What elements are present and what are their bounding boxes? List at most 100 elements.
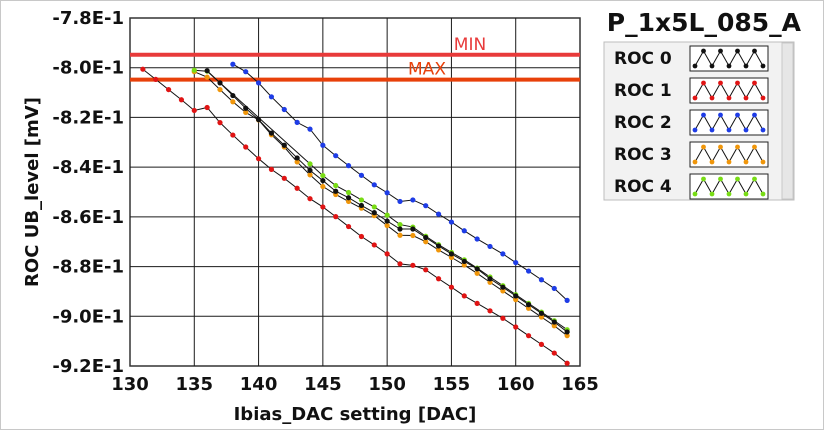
data-point — [513, 293, 519, 299]
data-point — [255, 117, 262, 123]
data-point — [551, 285, 557, 292]
data-point — [320, 172, 326, 179]
data-point — [487, 276, 493, 282]
data-point — [255, 80, 262, 86]
y-axis: -7.8E-1 -8.0E-1 -8.2E-1 -8.4E-1 -8.6E-1 -8.8E… — [52, 8, 124, 377]
data-point — [423, 239, 429, 245]
legend-marker — [718, 144, 723, 150]
data-point — [525, 302, 532, 308]
data-point — [320, 204, 326, 210]
data-point — [448, 251, 455, 257]
data-point — [217, 86, 223, 93]
data-point — [281, 175, 287, 181]
data-point — [474, 266, 480, 272]
data-point — [165, 86, 172, 93]
legend-item-roc-1: ROC 1 — [614, 77, 769, 104]
legend-marker — [752, 176, 757, 182]
legend-marker — [709, 159, 715, 165]
data-point — [358, 197, 365, 203]
legend-marker — [760, 95, 766, 101]
chart-title: P_1x5L_085_A — [607, 8, 802, 37]
data-point — [333, 214, 339, 220]
x-tick-label: 165 — [561, 374, 599, 395]
legend-marker — [760, 63, 766, 69]
legend-label: ROC 4 — [614, 177, 672, 197]
data-point — [500, 284, 506, 290]
data-point — [307, 172, 313, 178]
data-point — [204, 74, 210, 80]
data-point — [217, 80, 223, 86]
x-tick-label: 140 — [240, 374, 278, 395]
legend-marker — [692, 95, 698, 101]
data-point — [513, 297, 519, 303]
data-point — [538, 341, 545, 347]
data-point — [371, 182, 377, 188]
legend-marker — [726, 159, 732, 165]
data-point — [564, 329, 570, 335]
legend-label: ROC 3 — [614, 145, 672, 165]
data-point — [410, 226, 416, 232]
legend-marker — [735, 48, 740, 54]
legend-marker — [692, 159, 698, 165]
x-tick-label: 160 — [497, 374, 535, 395]
data-point — [358, 202, 365, 209]
data-point — [435, 243, 442, 249]
data-point — [564, 333, 570, 339]
data-point — [384, 212, 390, 218]
data-point — [474, 300, 480, 306]
legend-marker — [735, 80, 740, 86]
legend-marker — [726, 127, 732, 133]
data-point — [384, 222, 390, 229]
data-point — [294, 155, 300, 161]
legend-marker — [752, 80, 757, 86]
data-point — [333, 188, 339, 194]
legend-marker — [743, 159, 749, 165]
data-point — [461, 262, 467, 268]
grid — [130, 18, 580, 366]
legend-marker — [743, 191, 749, 197]
data-point — [281, 142, 287, 148]
legend-marker — [752, 112, 757, 118]
data-point — [410, 262, 416, 268]
data-point — [384, 251, 390, 257]
data-point — [345, 223, 352, 230]
data-point — [564, 297, 570, 303]
data-point — [230, 61, 236, 67]
data-point — [268, 130, 275, 136]
data-point — [371, 210, 377, 216]
data-point — [538, 314, 545, 320]
legend-marker — [701, 80, 706, 86]
data-point — [333, 153, 339, 159]
data-point — [307, 161, 313, 167]
y-tick-label: -8.0E-1 — [52, 58, 124, 79]
data-point — [500, 315, 506, 321]
data-point — [564, 360, 570, 366]
data-point — [281, 106, 287, 113]
data-point — [294, 119, 300, 125]
data-point — [461, 258, 467, 264]
legend-item-roc-0: ROC 0 — [614, 45, 769, 72]
data-point — [191, 67, 197, 73]
legend-marker — [743, 63, 749, 69]
data-point — [243, 105, 249, 111]
data-point — [513, 324, 519, 330]
data-point — [538, 277, 545, 283]
series-roc-2 — [230, 61, 570, 303]
limit-label-max: MAX — [408, 60, 446, 80]
x-tick-label: 145 — [304, 374, 342, 395]
data-point — [320, 183, 326, 190]
legend-marker — [735, 144, 740, 150]
legend-marker — [701, 112, 706, 118]
data-point — [384, 218, 390, 224]
legend-marker — [692, 191, 698, 197]
data-point — [500, 251, 506, 257]
data-point — [423, 234, 429, 241]
legend-item-roc-2: ROC 2 — [614, 109, 769, 136]
legend-item-roc-3: ROC 3 — [614, 141, 769, 168]
data-point — [204, 68, 210, 74]
series-layer — [140, 61, 570, 366]
legend-scrollbar[interactable] — [781, 42, 794, 200]
legend-marker — [701, 144, 706, 150]
data-point — [243, 144, 249, 150]
data-point — [384, 190, 390, 196]
